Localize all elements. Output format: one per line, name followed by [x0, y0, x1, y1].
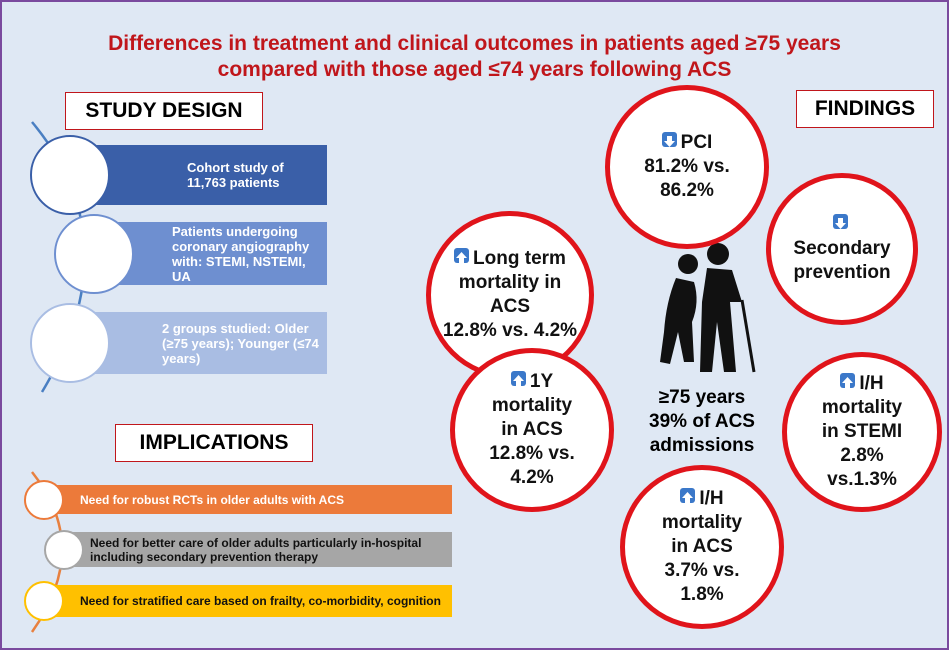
- up-arrow-icon: [510, 371, 526, 386]
- implication-circle: [24, 581, 64, 621]
- text: in STEMI: [821, 421, 903, 442]
- text: Long term: [473, 248, 566, 269]
- finding-text: in STEMI: [822, 420, 902, 444]
- finding-text: Long term: [454, 247, 566, 271]
- finding-text: 4.2%: [510, 466, 553, 490]
- finding-text: 12.8% vs.: [489, 442, 575, 466]
- text: in ACS: [671, 536, 733, 557]
- finding-text: ACS: [490, 295, 530, 319]
- text: 1Y: [529, 371, 554, 392]
- finding-text: 81.2% vs.: [644, 155, 730, 179]
- up-arrow-icon: [680, 488, 696, 503]
- design-item: Cohort study of 11,763 patients: [70, 145, 327, 205]
- text: vs.1.3%: [827, 469, 897, 490]
- text: Secondary: [793, 238, 891, 259]
- finding-text: I/H: [680, 487, 724, 511]
- finding-text: I/H: [840, 372, 884, 396]
- text: mortality in: [458, 272, 562, 293]
- text: 2.8%: [840, 445, 884, 466]
- implication-circle: [44, 529, 84, 570]
- design-circle: [30, 303, 110, 383]
- text: PCI: [680, 132, 713, 153]
- text: ACS: [489, 296, 531, 317]
- finding-text: 12.8% vs. 4.2%: [443, 319, 577, 343]
- finding-circle: PCI 81.2% vs. 86.2%: [605, 85, 769, 249]
- center-text: 39% of ACS: [649, 411, 755, 432]
- implication-item: Need for better care of older adults par…: [64, 532, 452, 567]
- text: 4.2%: [510, 467, 554, 488]
- heading: STUDY DESIGN: [65, 92, 263, 130]
- title: Differences in treatment and clinical ou…: [108, 32, 841, 55]
- text: in ACS: [501, 419, 563, 440]
- finding-text: mortality: [662, 511, 742, 535]
- finding-text: PCI: [661, 131, 713, 155]
- text: 12.8% vs. 4.2%: [442, 320, 578, 341]
- implication-circle: [24, 479, 64, 520]
- finding-text: 86.2%: [660, 179, 714, 203]
- text: mortality: [661, 512, 743, 533]
- finding-text: Secondary: [793, 213, 891, 261]
- finding-text: 1Y: [510, 370, 554, 394]
- implication-item: Need for robust RCTs in older adults wit…: [44, 485, 452, 514]
- design-circle: [54, 213, 134, 294]
- finding-text: mortality: [492, 394, 572, 418]
- finding-text: 3.7% vs.: [665, 559, 740, 583]
- down-arrow-icon: [661, 132, 677, 147]
- text: 81.2% vs.: [644, 156, 730, 177]
- finding-text: vs.1.3%: [827, 468, 897, 492]
- finding-circle: I/H mortality in STEMI 2.8% vs.1.3%: [782, 352, 942, 512]
- finding-text: in ACS: [671, 535, 733, 559]
- text: 12.8% vs.: [489, 443, 575, 464]
- text: 86.2%: [660, 180, 714, 201]
- down-arrow-icon: [832, 214, 848, 229]
- heading: FINDINGS: [796, 90, 934, 128]
- finding-text: prevention: [793, 261, 890, 285]
- finding-circle: 1Y mortality in ACS 12.8% vs. 4.2%: [450, 348, 614, 512]
- design-item: 2 groups studied: Older (≥75 years); You…: [70, 312, 327, 374]
- text: prevention: [793, 262, 891, 283]
- text: mortality: [491, 395, 573, 416]
- text: I/H: [699, 488, 724, 509]
- title: compared with those aged ≤74 years follo…: [217, 58, 732, 81]
- center-text: admissions: [649, 435, 755, 456]
- finding-text: 2.8%: [840, 444, 883, 468]
- implication-item: Need for stratified care based on frailt…: [44, 585, 452, 617]
- center-text: ≥75 years: [658, 387, 746, 408]
- finding-text: 1.8%: [680, 583, 723, 607]
- text: 3.7% vs.: [664, 560, 740, 581]
- finding-text: mortality: [822, 396, 902, 420]
- finding-circle: I/H mortality in ACS 3.7% vs. 1.8%: [620, 465, 784, 629]
- text: I/H: [859, 373, 884, 394]
- up-arrow-icon: [840, 373, 856, 388]
- text: 1.8%: [680, 584, 724, 605]
- up-arrow-icon: [454, 248, 470, 263]
- design-circle: [30, 135, 110, 215]
- text: mortality: [821, 397, 903, 418]
- finding-circle: Secondary prevention: [766, 173, 918, 325]
- finding-text: in ACS: [501, 418, 563, 442]
- heading: IMPLICATIONS: [115, 424, 313, 462]
- finding-text: mortality in: [459, 271, 561, 295]
